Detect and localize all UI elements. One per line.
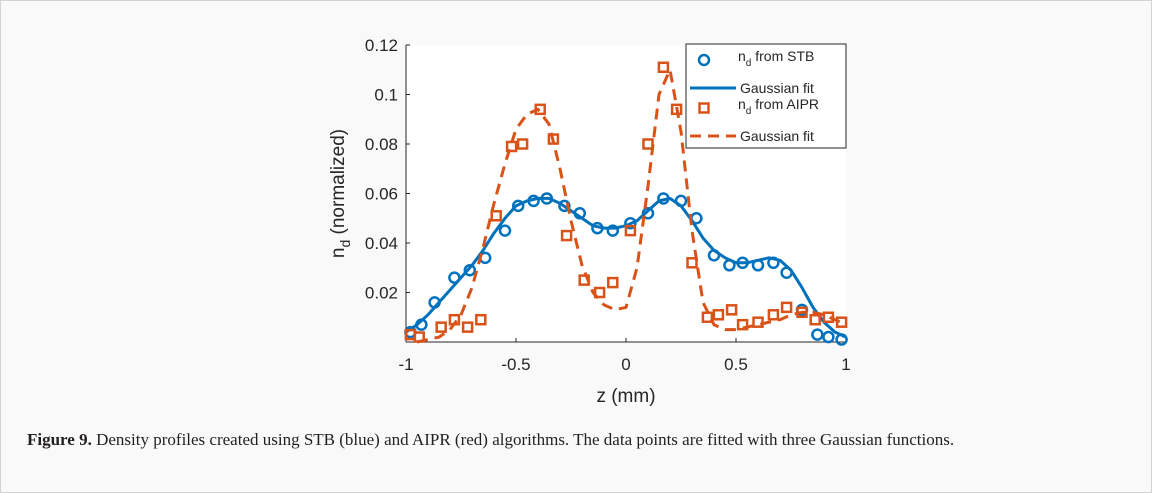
legend-marker-square — [698, 102, 710, 114]
chart: -1 -0.5 0 0.5 1 0.02 0.04 0.06 0.08 0.1 0.12 z (mm)… — [328, 36, 851, 407]
aipr-point — [725, 304, 738, 316]
series-4 — [416, 68, 847, 344]
y-tick-label: 0.02 — [365, 284, 398, 303]
stb-point — [624, 216, 637, 230]
y-axis-label: nd (normalized) — [328, 129, 353, 258]
aipr-point — [736, 318, 749, 331]
stb-point — [558, 199, 571, 213]
stb-point — [463, 263, 477, 277]
aipr-point — [560, 229, 573, 242]
legend-label: nd from STB — [738, 48, 814, 69]
y-axis-label-main: n — [328, 248, 349, 259]
stb-point — [498, 224, 512, 237]
stb-point — [606, 224, 620, 237]
aipr-point — [624, 224, 637, 237]
aipr-point — [593, 286, 606, 299]
aipr-point — [607, 276, 619, 289]
x-tick-label: -1 — [398, 355, 413, 374]
legend-label-rest: from AIPR — [751, 96, 819, 112]
legend-item-4: Gaussian fit — [690, 128, 814, 144]
x-tick-label: 0 — [621, 355, 630, 374]
x-axis-label: z (mm) — [596, 386, 655, 407]
y-axis-label-rest: (normalized) — [328, 129, 349, 240]
aipr-point — [516, 138, 529, 150]
aipr-point — [780, 301, 793, 314]
aipr-point — [657, 61, 670, 74]
caption-label: Figure 9. — [27, 430, 92, 449]
aipr-fit-line — [416, 68, 847, 344]
stb-point — [811, 328, 824, 341]
series-layer — [404, 61, 848, 346]
legend-box — [685, 43, 847, 149]
aipr-point — [547, 133, 560, 145]
legend-item-2: Gaussian fit — [690, 80, 814, 96]
legend-label: nd from AIPR — [738, 96, 819, 117]
x-tick-label: -0.5 — [501, 355, 530, 374]
y-tick-label: 0.08 — [365, 135, 398, 154]
legend-marker-circle — [697, 53, 711, 67]
legend-item-1: nd from STB — [697, 48, 814, 69]
stb-point — [822, 330, 835, 344]
aipr-point — [435, 321, 447, 333]
legend-label: Gaussian fit — [740, 128, 814, 144]
legend-label-rest: from STB — [751, 48, 814, 64]
aipr-point — [809, 313, 821, 326]
y-tick-label: 0.1 — [374, 86, 398, 105]
aipr-point — [490, 210, 502, 222]
y-tick-label: 0.06 — [365, 185, 398, 204]
figure-caption: Figure 9. Density profiles created using… — [27, 427, 1127, 453]
aipr-point — [642, 138, 654, 150]
axis-labels: -1 -0.5 0 0.5 1 0.02 0.04 0.06 0.08 0.1 0.12 z (mm)… — [328, 36, 851, 407]
legend-label-sub: d — [746, 58, 752, 69]
x-tick-label: 0.5 — [724, 355, 748, 374]
legend-label: Gaussian fit — [740, 80, 814, 96]
legend-label-sub: d — [746, 106, 752, 117]
aipr-point — [712, 309, 725, 321]
aipr-point — [461, 321, 474, 333]
aipr-point — [475, 313, 487, 326]
legend-item-3: nd from AIPR — [698, 96, 819, 117]
legend-label-main: n — [738, 96, 746, 112]
y-axis-label-sub: d — [337, 240, 353, 248]
caption-text: Density profiles created using STB (blue… — [91, 430, 955, 449]
legend-label-main: n — [738, 48, 746, 64]
stb-point — [511, 199, 525, 213]
y-tick-label: 0.04 — [365, 234, 398, 253]
x-tick-label: 1 — [841, 355, 850, 374]
aipr-point — [686, 257, 698, 269]
y-tick-label: 0.12 — [365, 36, 398, 55]
aipr-point — [767, 309, 780, 321]
